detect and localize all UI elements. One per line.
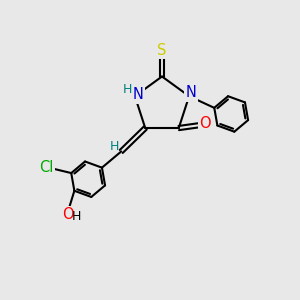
Text: N: N — [133, 87, 143, 102]
Text: O: O — [199, 116, 211, 131]
Text: H: H — [110, 140, 119, 153]
Text: H: H — [123, 83, 132, 96]
Text: N: N — [185, 85, 196, 100]
Text: Cl: Cl — [40, 160, 54, 175]
Text: S: S — [157, 43, 167, 58]
Text: O: O — [62, 207, 73, 222]
Text: H: H — [72, 210, 82, 223]
